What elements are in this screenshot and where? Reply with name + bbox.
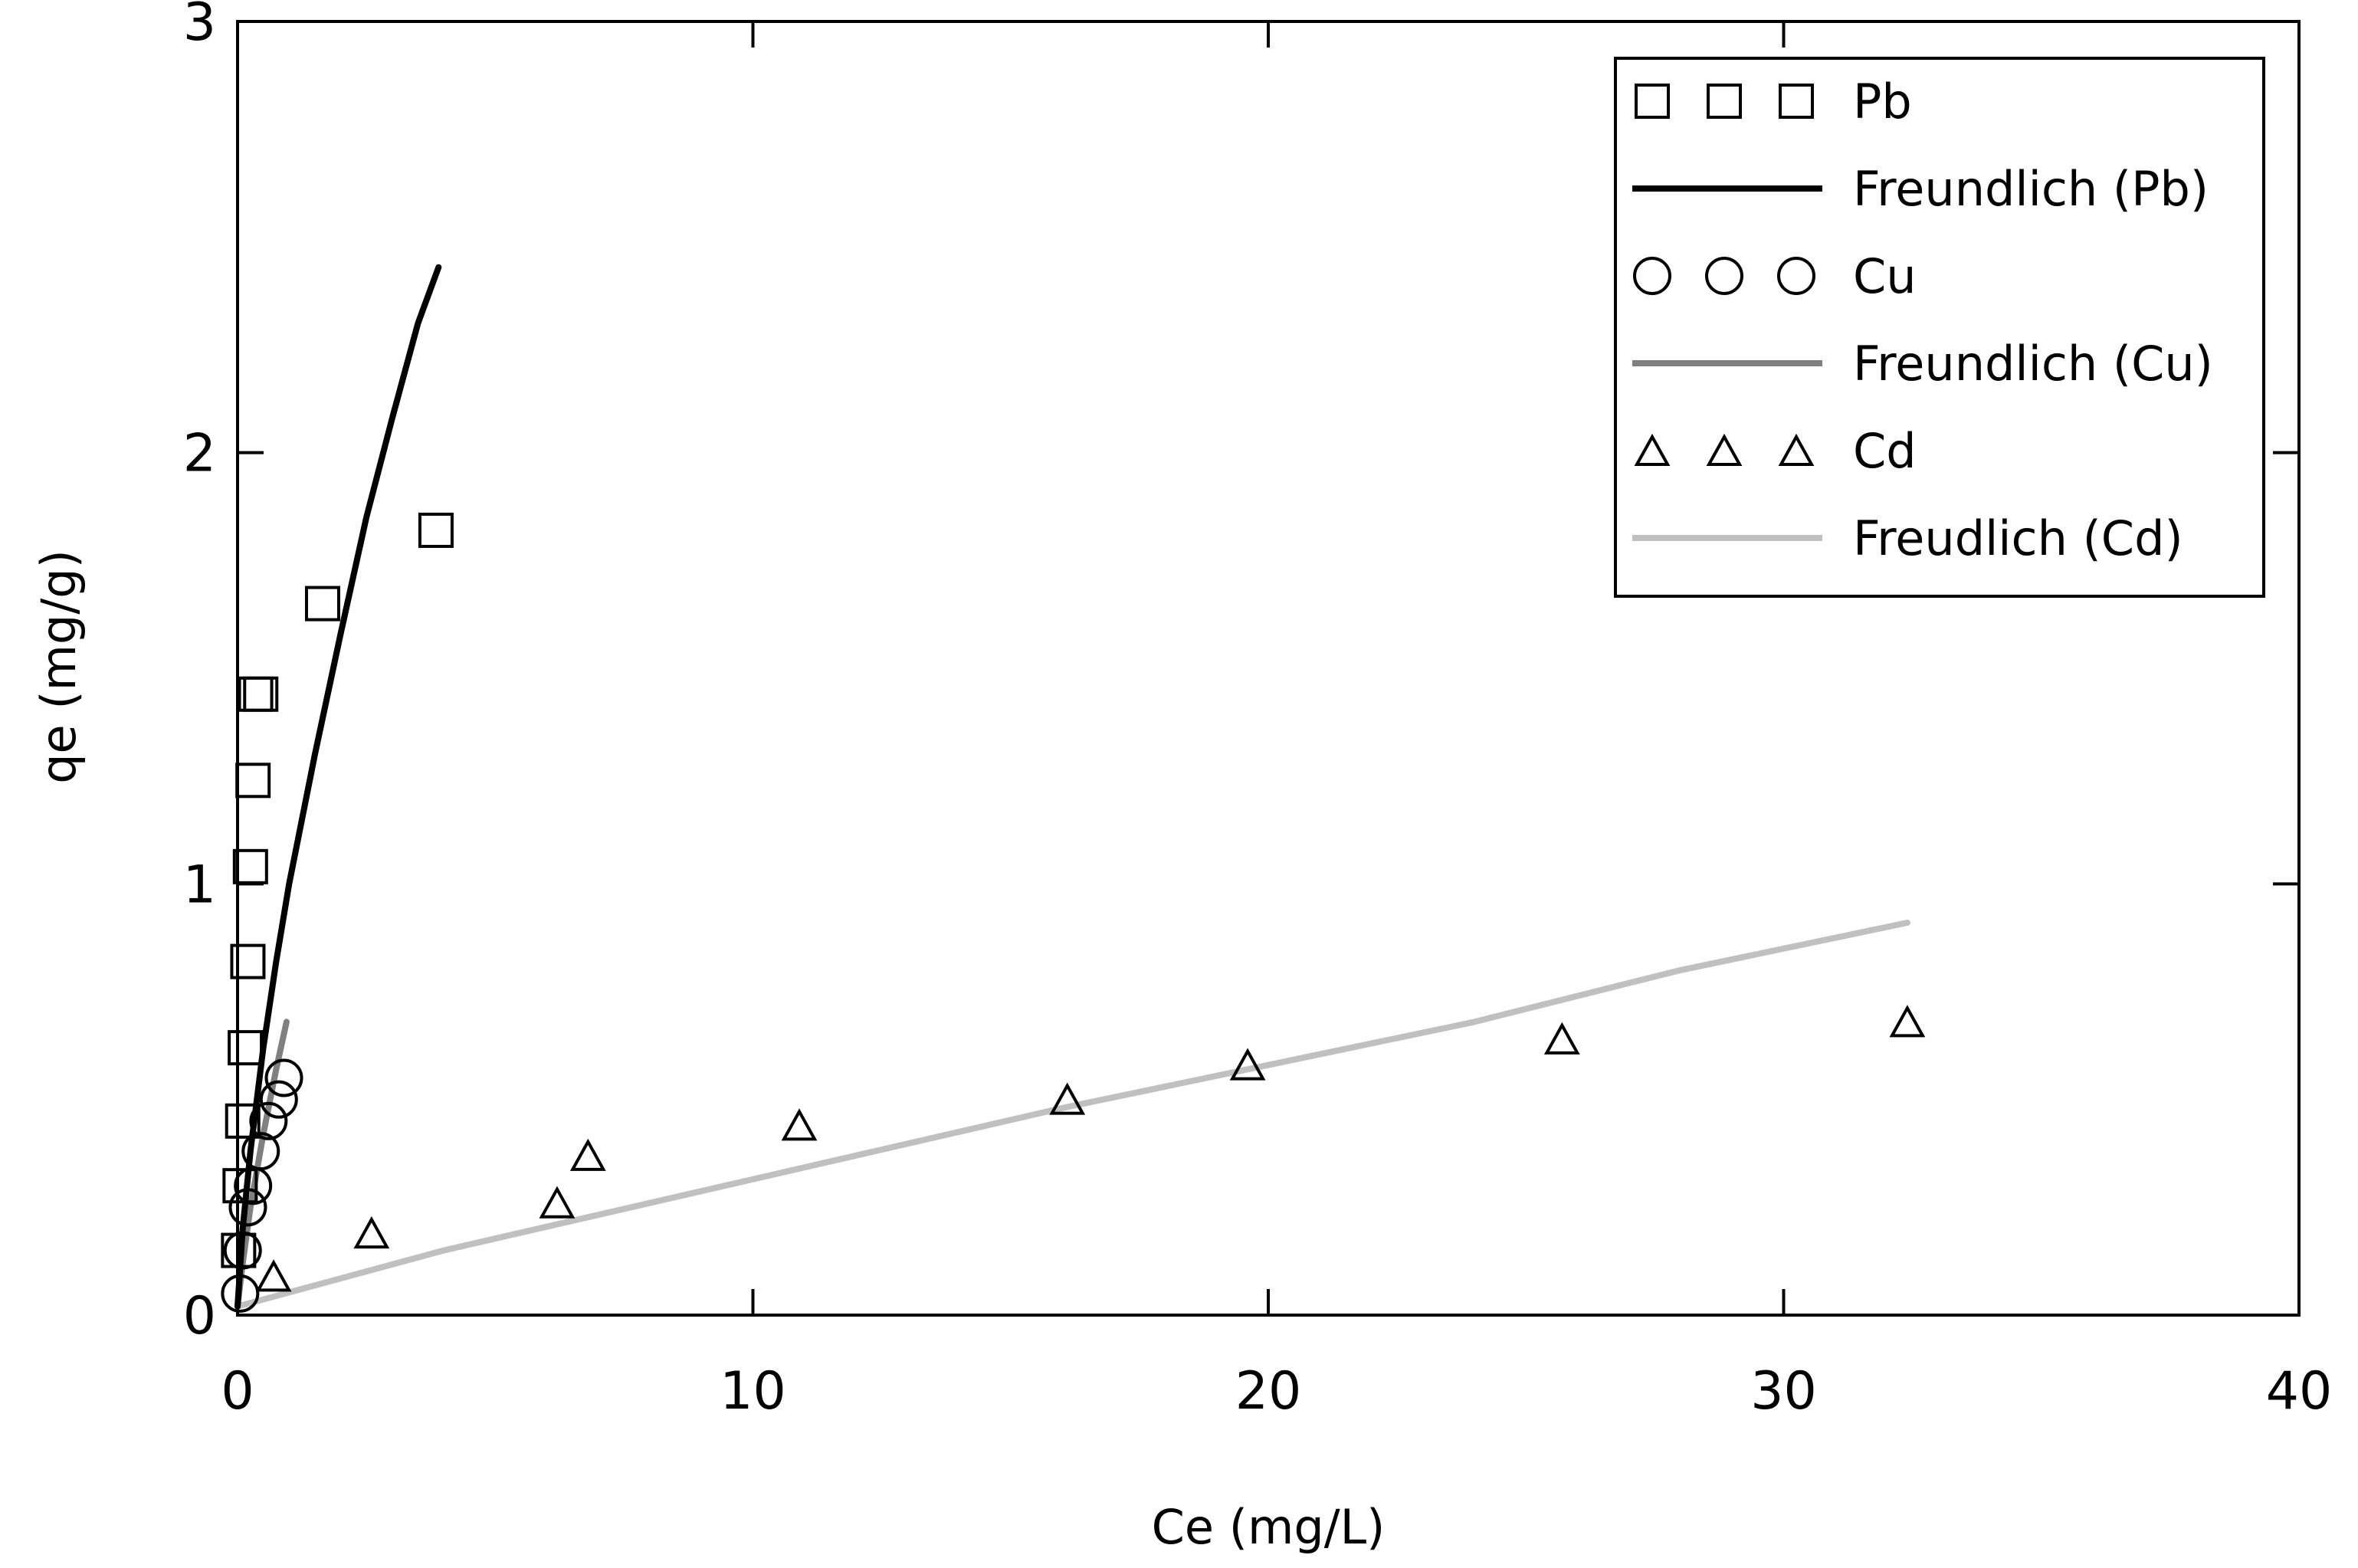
data-point-pb (230, 943, 266, 979)
axis-ticks (236, 20, 2301, 1317)
legend-label-cu: Cu (1853, 248, 1917, 304)
data-point-pb (222, 1168, 258, 1204)
y-tick-label: 0 (183, 1286, 216, 1347)
data-point-cd (1543, 1022, 1580, 1055)
legend-marker-pb (1779, 84, 1814, 119)
series-line-freudlich-cd (234, 920, 1910, 1310)
legend-marker-pb (1707, 84, 1742, 119)
legend-symbols (1632, 84, 1822, 541)
legend-marker-cd (1634, 433, 1671, 466)
legend: Pb Freundlich (Pb) Cu Freundlich (Cu) Cd… (1614, 57, 2265, 598)
x-tick-label: 20 (1235, 1361, 1302, 1422)
data-point-cd (781, 1108, 818, 1141)
y-tick-label: 3 (183, 0, 216, 53)
data-point-cd (1889, 1005, 1926, 1038)
legend-marker-pb (1635, 84, 1670, 119)
legend-label-freundlich-pb: Freundlich (Pb) (1853, 161, 2209, 217)
x-tick-label: 10 (720, 1361, 786, 1422)
data-point-cd (1229, 1048, 1266, 1081)
y-tick-labels: 0 1 2 3 (183, 0, 216, 1347)
data-point-pb (243, 676, 279, 712)
data-point-cu (241, 1132, 280, 1171)
x-tick-label: 30 (1750, 1361, 1817, 1422)
data-point-cd (255, 1259, 292, 1292)
x-tick-label: 0 (221, 1361, 254, 1422)
legend-label-freudlich-cd: Freudlich (Cd) (1853, 510, 2183, 566)
legend-box (1614, 57, 2265, 598)
y-axis-title: qe (mg/g) (31, 549, 87, 784)
x-tick-label: 40 (2266, 1361, 2333, 1422)
data-point-cd (353, 1215, 390, 1249)
plot-marks (221, 264, 1926, 1313)
legend-marker-cu (1633, 257, 1671, 295)
data-point-cu (264, 1058, 303, 1097)
data-point-pb (304, 586, 340, 622)
data-point-cd (569, 1138, 606, 1171)
legend-marker-cd (1706, 433, 1743, 466)
data-point-cd (539, 1186, 576, 1219)
y-tick-label: 2 (183, 424, 216, 484)
data-point-cd (1049, 1082, 1086, 1115)
legend-label-cd: Cd (1853, 423, 1917, 479)
legend-marker-cu (1705, 257, 1743, 295)
data-point-pb (225, 1103, 261, 1139)
data-point-cu (249, 1101, 288, 1140)
data-point-cu (221, 1274, 260, 1313)
y-tick-label: 1 (183, 855, 216, 915)
legend-marker-cd (1778, 433, 1815, 466)
legend-label-pb: Pb (1853, 74, 1912, 130)
x-axis-title: Ce (mg/L) (1152, 1499, 1386, 1555)
x-tick-labels: 0 10 20 30 40 (221, 1361, 2332, 1422)
data-point-cu (228, 1188, 267, 1227)
data-point-cu (259, 1080, 298, 1119)
legend-marker-cu (1777, 257, 1815, 295)
data-point-pb (228, 1030, 264, 1066)
legend-label-freundlich-cu: Freundlich (Cu) (1853, 336, 2213, 392)
data-point-pb (418, 512, 454, 548)
